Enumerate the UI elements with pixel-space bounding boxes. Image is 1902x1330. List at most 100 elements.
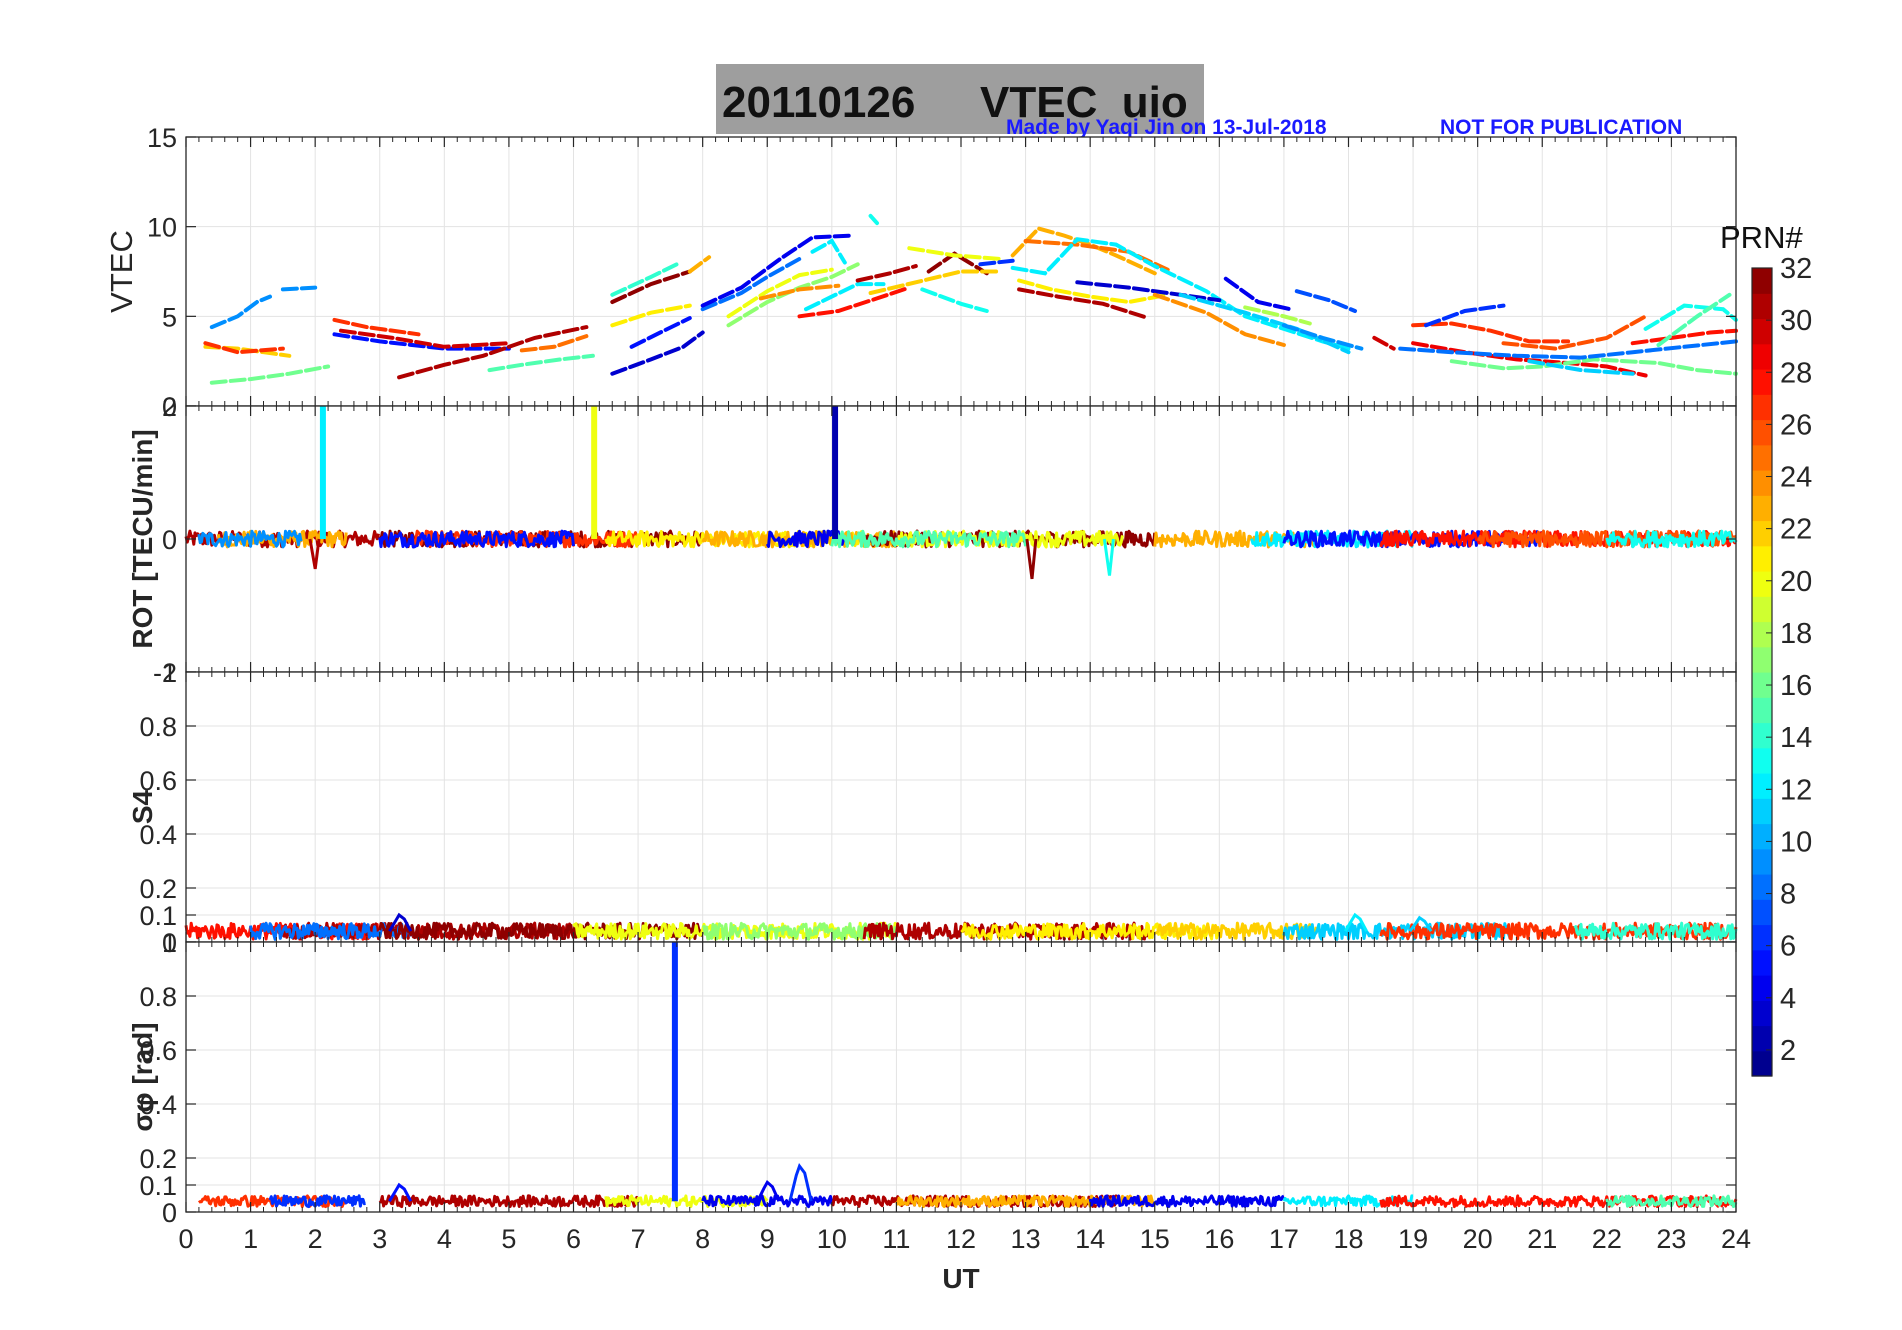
colorbar-tick-label: 26 bbox=[1780, 409, 1812, 441]
colorbar-step bbox=[1752, 646, 1772, 673]
vtec-series-prn-31 bbox=[397, 325, 589, 380]
vtec-series-prn-24 bbox=[1152, 292, 1286, 347]
title-label: VTEC uio bbox=[980, 78, 1188, 127]
x-tick-label: 2 bbox=[308, 1224, 323, 1254]
credit-text: Made by Yaqi Jin on 13-Jul-2018 bbox=[1006, 116, 1327, 139]
y-tick-label: 0.6 bbox=[139, 1036, 177, 1066]
sigma-phi-panel-bump-prn-6 bbox=[788, 1162, 813, 1202]
vtec-series-prn-7 bbox=[1294, 289, 1357, 313]
colorbar-step bbox=[1752, 747, 1772, 774]
vtec-series-prn-11 bbox=[1527, 359, 1635, 376]
vtec-series-prn-23 bbox=[687, 255, 712, 274]
colorbar-tick-label: 20 bbox=[1780, 566, 1812, 598]
y-tick-label: 0.4 bbox=[139, 820, 177, 850]
colorbar-step bbox=[1752, 343, 1772, 370]
vtec-series-prn-13 bbox=[868, 213, 879, 226]
colorbar-step bbox=[1752, 672, 1772, 698]
vtec-series-prn-13 bbox=[920, 287, 989, 313]
y-tick-label: 0.1 bbox=[139, 1171, 177, 1201]
rot-panel-trace-prn-15 bbox=[830, 529, 1028, 549]
vtec-series-prn-31 bbox=[855, 264, 918, 283]
colorbar-gradient bbox=[1752, 268, 1772, 1077]
rot-panel-trace-prn-4 bbox=[765, 529, 845, 549]
s4-panel-axes: 00.10.2 0.4 0.6 0.8 1 bbox=[139, 658, 1737, 958]
colorbar-step bbox=[1752, 874, 1772, 900]
x-tick-label: 11 bbox=[882, 1224, 910, 1254]
colorbar-step bbox=[1752, 924, 1772, 951]
x-tick-label: 8 bbox=[695, 1224, 710, 1254]
rot-panel-dip-prn-13 bbox=[1102, 538, 1115, 576]
sigma-phi-panel-trace-prn-20 bbox=[604, 1194, 769, 1208]
y-tick-label: 5 bbox=[162, 302, 177, 332]
s4-panel-trace-prn-14 bbox=[1573, 921, 1738, 941]
s4-panel-trace-prn-17 bbox=[701, 921, 898, 941]
x-tick-label: 7 bbox=[631, 1224, 646, 1254]
vtec-series-prn-14 bbox=[610, 262, 679, 297]
vtec-series-prn-16 bbox=[1449, 357, 1738, 376]
colorbar-tick-label: 12 bbox=[1780, 774, 1812, 806]
vtec-series-prn-6 bbox=[1424, 303, 1506, 328]
x-tick-label: 1 bbox=[243, 1224, 258, 1254]
vtec-series-prn-15 bbox=[487, 353, 595, 373]
rot-panel-trace-prn-5 bbox=[378, 529, 575, 549]
colorbar-tick-label: 30 bbox=[1780, 305, 1812, 337]
rot-panel-trace-prn-13 bbox=[1605, 529, 1738, 549]
x-tick-label: 14 bbox=[1075, 1224, 1105, 1254]
vtec-series-prn-26 bbox=[1501, 314, 1648, 351]
x-tick-label: 10 bbox=[817, 1224, 847, 1254]
y-tick-label: 1 bbox=[162, 658, 177, 688]
vtec-series-prn-5 bbox=[332, 332, 511, 351]
vtec-series-prn-12 bbox=[804, 282, 886, 312]
x-tick-label: 5 bbox=[501, 1224, 516, 1254]
vtec-series-prn-30 bbox=[1372, 335, 1396, 351]
colorbar-step bbox=[1752, 470, 1772, 496]
colorbar-step bbox=[1752, 823, 1772, 850]
x-tick-label: 22 bbox=[1592, 1224, 1622, 1254]
y-tick-label: 0.8 bbox=[139, 712, 177, 742]
colorbar-tick-label: 10 bbox=[1780, 826, 1812, 858]
x-tick-label: 6 bbox=[566, 1224, 581, 1254]
s4-panel: 00.10.2 0.4 0.6 0.8 1 S4 bbox=[127, 658, 1738, 958]
sigma-phi-panel-trace-prn-6 bbox=[268, 1194, 366, 1209]
vtec-series-prn-5 bbox=[629, 316, 692, 349]
y-tick-label: 0.2 bbox=[139, 1144, 177, 1174]
y-tick-label: 0 bbox=[162, 525, 177, 555]
colorbar-step bbox=[1752, 899, 1772, 926]
notice-text: NOT FOR PUBLICATION bbox=[1440, 116, 1682, 139]
x-tick-label: 21 bbox=[1527, 1224, 1557, 1254]
vtec-series-prn-8 bbox=[700, 256, 802, 312]
vtec-series-prn-27 bbox=[1411, 321, 1571, 344]
vtec-series-prn-4 bbox=[700, 233, 854, 308]
colorbar-tick-label: 28 bbox=[1780, 357, 1812, 389]
y-tick-label: 1 bbox=[162, 928, 177, 958]
sigma-phi-panel-axes: 00.10.20.40.60.81 bbox=[139, 928, 1737, 1228]
colorbar-step bbox=[1752, 419, 1772, 446]
s4-panel-bump-prn-11 bbox=[1408, 915, 1433, 933]
x-tick-label: 12 bbox=[946, 1224, 976, 1254]
y-tick-label: -2 bbox=[153, 658, 177, 688]
colorbar-step bbox=[1752, 798, 1772, 825]
colorbar-step bbox=[1752, 318, 1772, 345]
vtec-series-prn-27 bbox=[203, 341, 285, 355]
colorbar-tick-label: 18 bbox=[1780, 618, 1812, 650]
vtec-panel-axes: 0 5 10 15 bbox=[147, 123, 1737, 422]
vtec-series-prn-8 bbox=[1398, 339, 1738, 360]
colorbar-tick-label: 16 bbox=[1780, 670, 1812, 702]
vtec-panel-data bbox=[203, 213, 1738, 385]
x-tick-label: 24 bbox=[1721, 1224, 1751, 1254]
y-tick-label: 0.4 bbox=[139, 1090, 177, 1120]
vtec-series-prn-9 bbox=[1281, 323, 1364, 351]
y-tick-label: 2 bbox=[162, 392, 177, 422]
colorbar-step bbox=[1752, 268, 1772, 294]
colorbar-step bbox=[1752, 1050, 1772, 1077]
vtec-series-prn-28 bbox=[1630, 328, 1738, 346]
vtec-series-prn-16 bbox=[209, 364, 331, 385]
x-tick-label: 0 bbox=[178, 1224, 193, 1254]
vtec-series-prn-4 bbox=[1223, 276, 1293, 312]
colorbar-step bbox=[1752, 369, 1772, 395]
sigma-phi-panel-bump-prn-4 bbox=[756, 1179, 781, 1202]
